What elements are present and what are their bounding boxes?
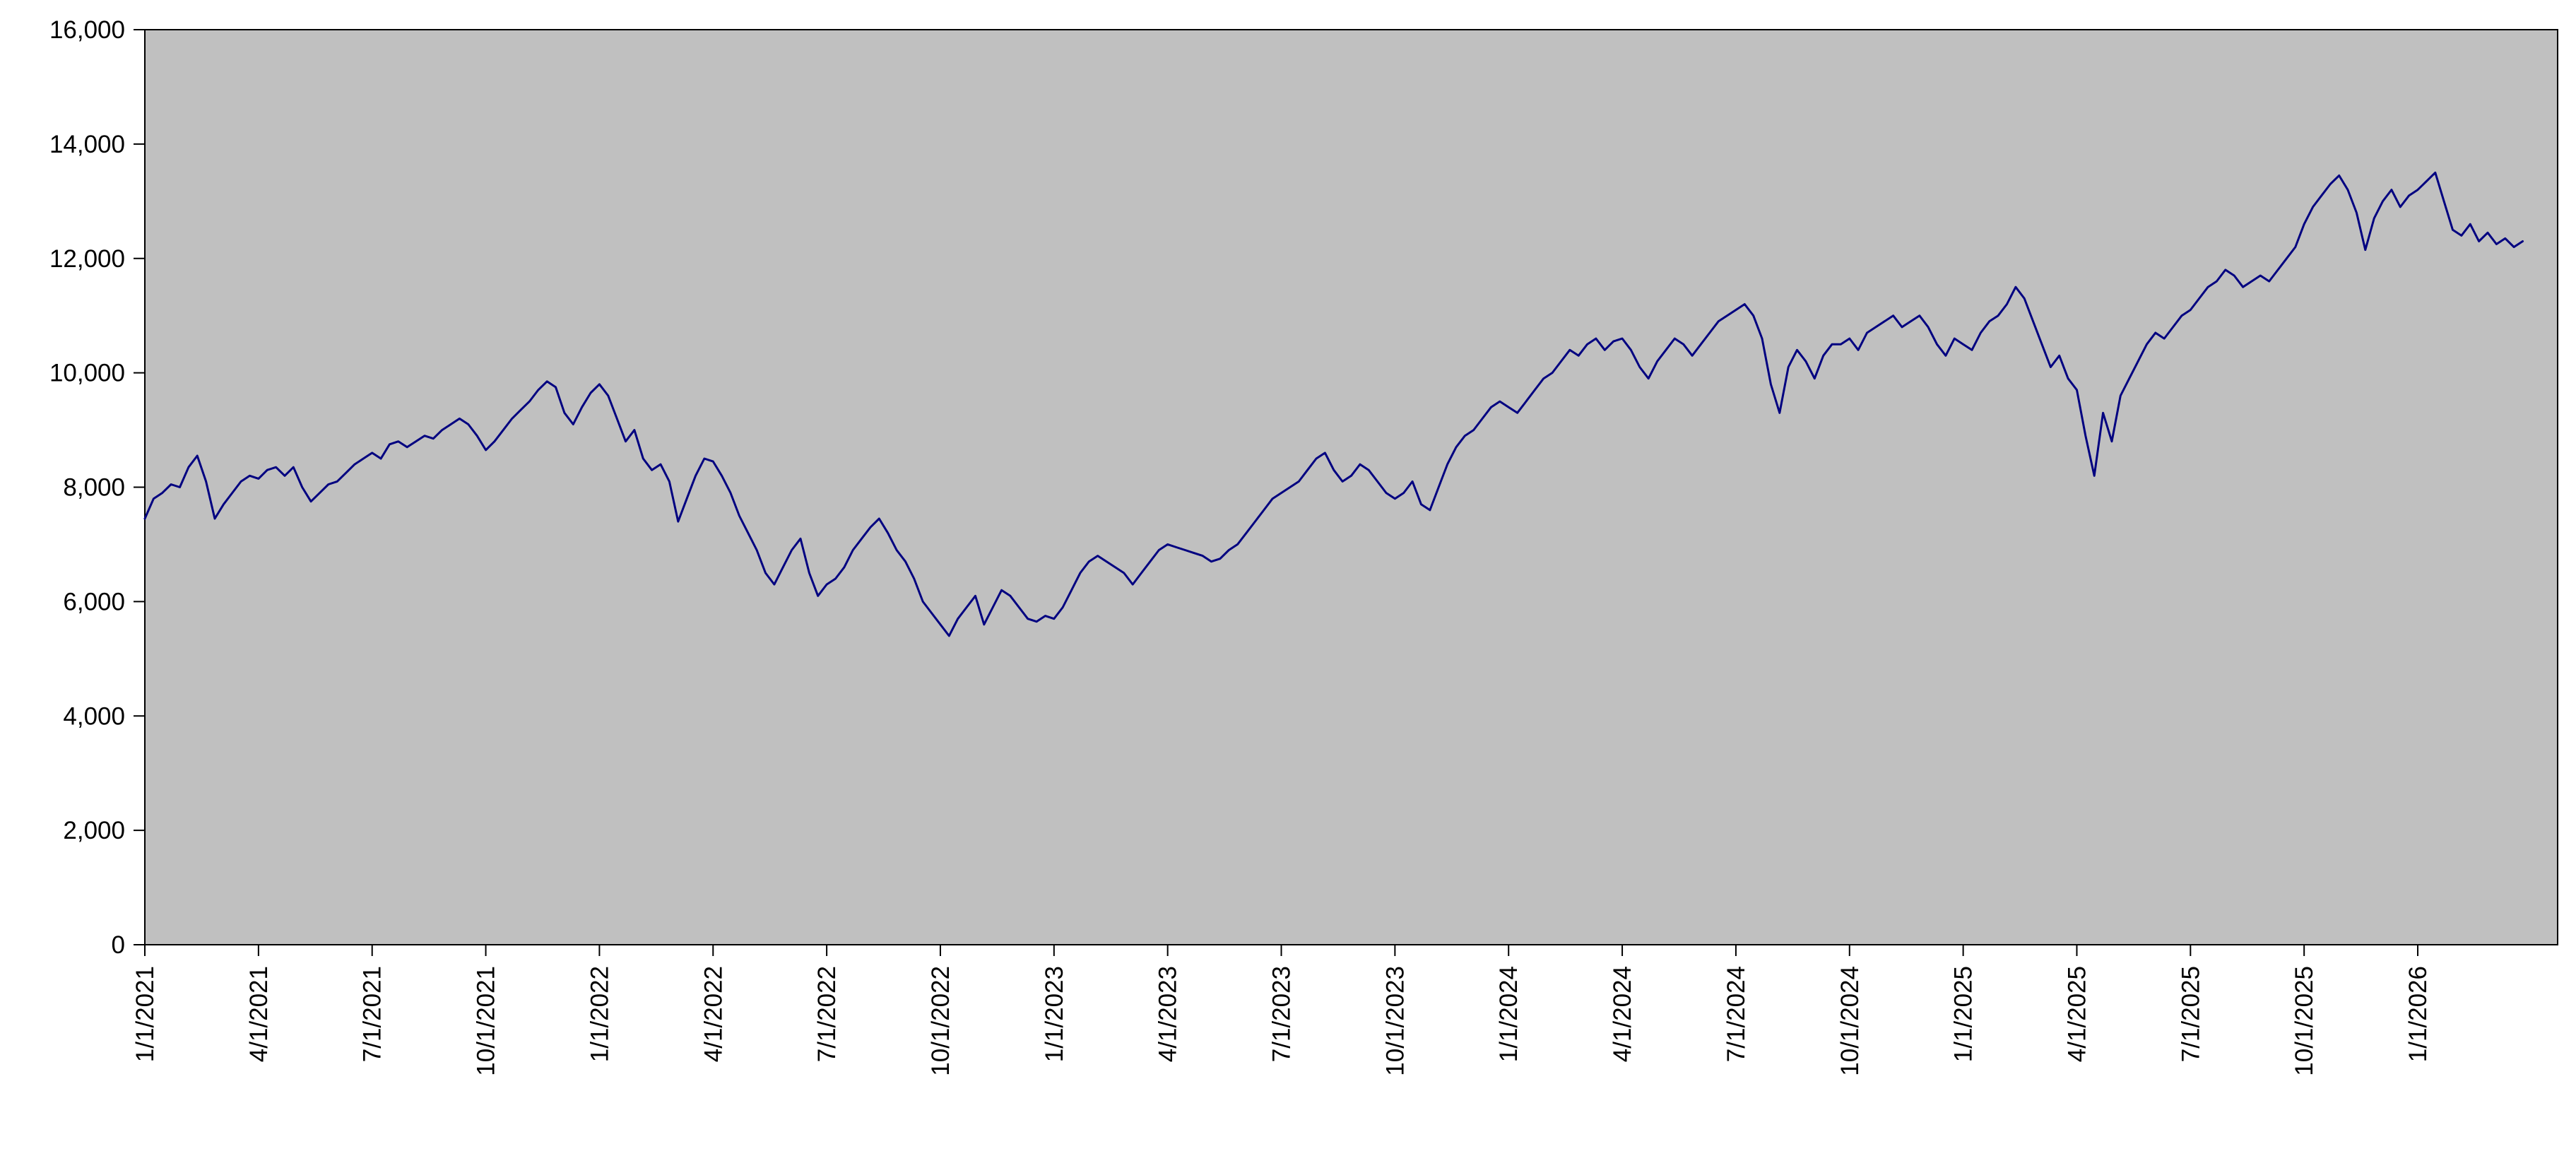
x-axis-tick-label: 1/1/2021 — [131, 966, 159, 1062]
x-axis-tick-label: 10/1/2023 — [1381, 966, 1409, 1076]
x-axis-tick-label: 10/1/2022 — [927, 966, 955, 1076]
x-axis-tick-label: 10/1/2021 — [473, 966, 500, 1076]
x-axis-tick-label: 7/1/2025 — [2177, 966, 2204, 1062]
y-axis-tick-label: 8,000 — [63, 474, 125, 502]
y-axis-tick-label: 2,000 — [63, 817, 125, 844]
y-axis-tick-label: 14,000 — [49, 131, 125, 158]
x-axis-tick-label: 10/1/2025 — [2291, 966, 2318, 1076]
x-axis-tick-label: 4/1/2024 — [1609, 966, 1636, 1062]
x-axis-tick-label: 1/1/2022 — [586, 966, 613, 1062]
y-axis-tick-label: 0 — [112, 931, 125, 959]
x-axis-tick-label: 7/1/2021 — [359, 966, 386, 1062]
x-axis-tick-label: 4/1/2023 — [1154, 966, 1182, 1062]
x-axis-tick-label: 7/1/2022 — [813, 966, 841, 1062]
y-axis-tick-label: 16,000 — [49, 16, 125, 44]
x-axis-tick-label: 7/1/2023 — [1268, 966, 1296, 1062]
y-axis-tick-label: 10,000 — [49, 360, 125, 387]
y-axis-tick-label: 4,000 — [63, 702, 125, 730]
x-axis-tick-label: 4/1/2025 — [2063, 966, 2091, 1062]
x-axis-tick-label: 1/1/2026 — [2404, 966, 2432, 1062]
x-axis-tick-label: 10/1/2024 — [1836, 966, 1864, 1076]
x-axis-tick-label: 4/1/2021 — [245, 966, 273, 1062]
x-axis-tick-label: 1/1/2025 — [1950, 966, 1978, 1062]
x-axis-tick-label: 4/1/2022 — [699, 966, 727, 1062]
y-axis-tick-label: 12,000 — [49, 245, 125, 273]
x-axis-tick-label: 1/1/2024 — [1495, 966, 1523, 1062]
plot-area — [144, 29, 2558, 945]
x-axis-tick-label: 1/1/2023 — [1041, 966, 1068, 1062]
data-series-line — [143, 171, 2524, 637]
y-axis-tick-label: 6,000 — [63, 588, 125, 615]
x-axis-tick-label: 7/1/2024 — [1723, 966, 1750, 1062]
